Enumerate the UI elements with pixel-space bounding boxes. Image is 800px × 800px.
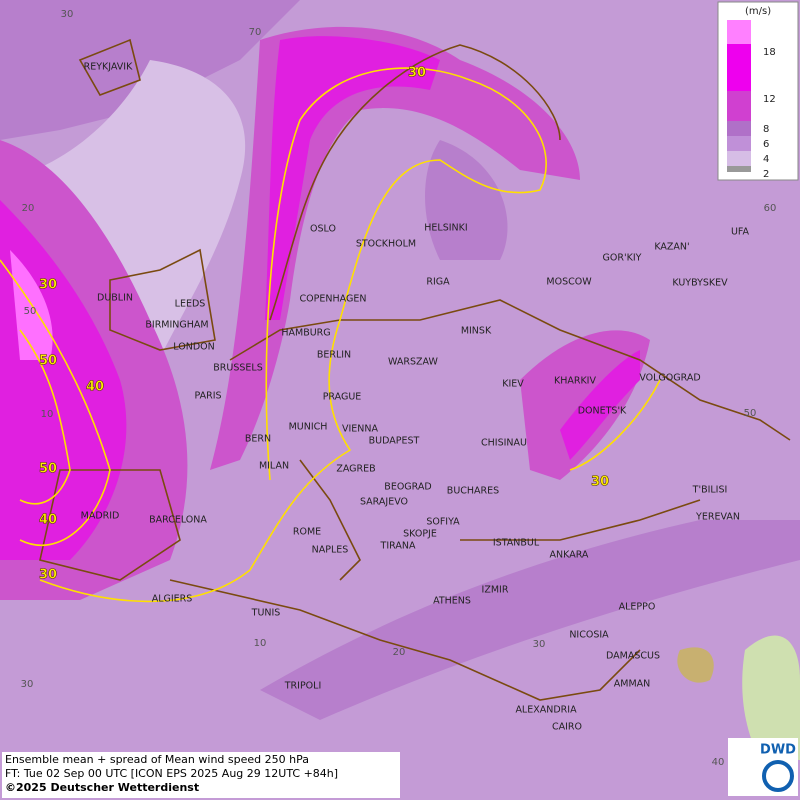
city-label: BERLIN — [317, 350, 351, 361]
city-label: BUCHARES — [447, 486, 499, 497]
city-label: BARCELONA — [149, 515, 207, 526]
city-label: VOLGOGRAD — [639, 373, 700, 384]
city-label: DUBLIN — [97, 293, 133, 304]
city-label: SARAJEVO — [360, 497, 408, 508]
legend-unit: (m/s) — [745, 6, 771, 17]
graticule-label: 10 — [41, 409, 54, 420]
city-label: LEEDS — [175, 299, 206, 310]
legend-tick-label: 12 — [763, 94, 776, 105]
footer-box — [2, 752, 400, 798]
coastlines — [39, 38, 791, 701]
city-label: ANKARA — [550, 550, 589, 561]
city-label: ALEPPO — [619, 602, 656, 613]
contour-label: 30 — [408, 66, 426, 81]
shading — [0, 0, 800, 760]
city-label: TIRANA — [380, 541, 416, 552]
legend-tick-label: 6 — [763, 139, 769, 150]
city-label: SOFIYA — [426, 517, 460, 528]
graticule-label: 10 — [254, 638, 267, 649]
city-label: STOCKHOLM — [356, 239, 416, 250]
city-label: CAIRO — [552, 722, 582, 733]
city-label: OSLO — [310, 224, 336, 235]
city-label: BUDAPEST — [369, 436, 420, 447]
city-label: MADRID — [81, 511, 120, 522]
city-label: TUNIS — [251, 608, 281, 619]
contour-label: 30 — [591, 475, 609, 490]
city-label: KIEV — [502, 379, 524, 390]
city-label: ZAGREB — [336, 464, 375, 475]
city-label: NAPLES — [312, 545, 349, 556]
contours — [0, 67, 661, 603]
logo-text: DWD — [760, 743, 796, 758]
city-label: UFA — [731, 227, 750, 238]
legend-tick-label: 4 — [763, 154, 769, 165]
contour-label: 30 — [39, 568, 57, 583]
legend-tick-label: 2 — [763, 169, 769, 180]
graticule-label: 20 — [393, 647, 406, 658]
graticule-label: 40 — [712, 757, 725, 768]
graticule-label: 60 — [764, 203, 777, 214]
contour-label: 50 — [39, 354, 57, 369]
city-label: ALGIERS — [152, 594, 193, 605]
city-label: PRAGUE — [323, 392, 362, 403]
city-label: PARIS — [194, 391, 221, 402]
city-label: IZMIR — [482, 585, 509, 596]
city-label: MUNICH — [289, 422, 328, 433]
city-label: RIGA — [426, 277, 450, 288]
city-label: MILAN — [259, 461, 289, 472]
legend-tick-label: 8 — [763, 124, 769, 135]
graticule-label: 20 — [22, 203, 35, 214]
city-label: ROME — [293, 527, 321, 538]
city-label: T'BILISI — [692, 485, 728, 496]
legend — [717, 1, 799, 181]
city-label: COPENHAGEN — [300, 294, 367, 305]
graticule-label: 30 — [533, 639, 546, 650]
graticule-label: 50 — [744, 408, 757, 419]
city-label: SKOPJE — [403, 529, 437, 540]
city-label: ATHENS — [433, 596, 471, 607]
city-label: LONDON — [173, 342, 214, 353]
contour-label: 40 — [86, 380, 104, 395]
footer-line: ©2025 Deutscher Wetterdienst — [5, 781, 199, 794]
city-label: BIRMINGHAM — [145, 320, 208, 331]
graticule-label: 70 — [249, 27, 262, 38]
city-label: ALEXANDRIA — [515, 705, 577, 716]
logo-icon — [762, 760, 794, 792]
city-label: KHARKIV — [554, 376, 597, 387]
city-label: MINSK — [461, 326, 492, 337]
graticule-label: 50 — [24, 306, 37, 317]
city-label: DAMASCUS — [606, 651, 660, 662]
city-label: WARSZAW — [388, 357, 438, 368]
city-label: VIENNA — [342, 424, 379, 435]
city-label: HAMBURG — [281, 328, 330, 339]
contour-label: 50 — [39, 462, 57, 477]
city-label: YEREVAN — [695, 512, 740, 523]
city-label: BEOGRAD — [384, 482, 431, 493]
city-label: KUYBYSKEV — [672, 278, 728, 289]
city-label: BERN — [245, 434, 271, 445]
footer-line: FT: Tue 02 Sep 00 UTC [ICON EPS 2025 Aug… — [5, 767, 338, 780]
city-label: CHISINAU — [481, 438, 527, 449]
legend-tick-label: 18 — [763, 47, 776, 58]
city-label: TRIPOLI — [284, 681, 322, 692]
city-label: KAZAN' — [654, 242, 689, 253]
contour-label: 40 — [39, 513, 57, 528]
graticule-label: 30 — [61, 9, 74, 20]
city-label: AMMAN — [614, 679, 651, 690]
city-label: REYKJAVIK — [84, 62, 133, 73]
city-label: ISTANBUL — [493, 538, 540, 549]
city-label: NICOSIA — [569, 630, 609, 641]
city-label: BRUSSELS — [213, 363, 262, 374]
contour-label: 30 — [39, 278, 57, 293]
city-label: HELSINKI — [424, 223, 467, 234]
graticule-label: 30 — [21, 679, 34, 690]
city-label: MOSCOW — [546, 277, 592, 288]
footer-line: Ensemble mean + spread of Mean wind spee… — [5, 753, 309, 766]
city-label: GOR'KIY — [603, 253, 642, 264]
city-label: DONETS'K — [578, 406, 627, 417]
